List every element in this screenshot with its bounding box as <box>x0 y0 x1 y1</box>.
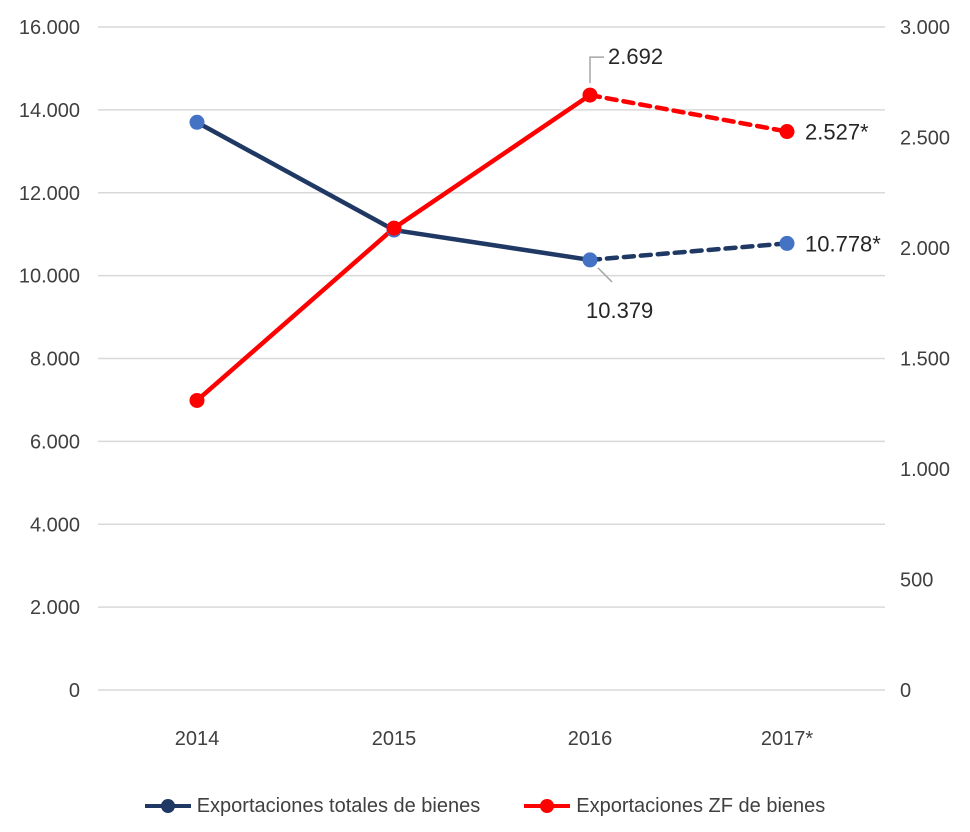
right-tick-label: 0 <box>900 680 911 702</box>
left-tick-label: 14.000 <box>19 100 80 122</box>
leader-line <box>597 267 613 283</box>
gridlines <box>98 26 885 691</box>
line-chart: 0 2.000 4.000 6.000 8.000 10.000 12.000 14.000 1… <box>19 17 950 750</box>
legend-item-series-0: Exportaciones totales de bienes <box>144 794 481 818</box>
left-tick-label: 2.000 <box>30 597 80 619</box>
legend-swatch-series-0 <box>144 798 191 814</box>
data-labels: 2.692 2.527* 10.379 10.778* <box>586 44 881 323</box>
x-tick-label: 2016 <box>568 728 613 750</box>
legend-label-series-1: Exportaciones ZF de bienes <box>576 794 826 817</box>
data-label: 10.778* <box>805 231 881 256</box>
data-label: 10.379 <box>586 298 653 323</box>
series-points <box>189 87 795 408</box>
left-tick-label: 12.000 <box>19 183 80 205</box>
x-axis-ticks: 2014 2015 2016 2017* <box>175 728 814 750</box>
legend-swatch-series-1 <box>524 798 571 814</box>
right-tick-label: 2.500 <box>900 128 950 150</box>
data-label: 2.692 <box>608 44 663 69</box>
series-0-point <box>189 114 205 130</box>
series-1-point <box>386 220 402 236</box>
x-tick-label: 2014 <box>175 728 220 750</box>
series-0-segment <box>587 241 790 263</box>
series-0-segment <box>391 227 593 263</box>
series-1-point <box>582 87 598 103</box>
legend: Exportaciones totales de bienes Exportac… <box>0 786 970 826</box>
right-tick-label: 1.000 <box>900 459 950 481</box>
left-tick-label: 4.000 <box>30 514 80 536</box>
right-tick-label: 1.500 <box>900 349 950 371</box>
data-label: 2.527* <box>805 120 869 145</box>
series-lines <box>194 92 790 403</box>
series-1-segment <box>587 92 790 134</box>
left-tick-label: 8.000 <box>30 349 80 371</box>
legend-item-series-1: Exportaciones ZF de bienes <box>524 795 825 818</box>
series-1-segment <box>391 92 593 231</box>
left-axis-ticks: 0 2.000 4.000 6.000 8.000 10.000 12.000 14.000 1… <box>19 17 80 702</box>
x-tick-label: 2015 <box>372 728 417 750</box>
left-tick-label: 16.000 <box>19 17 80 39</box>
right-tick-label: 500 <box>900 570 933 592</box>
left-tick-label: 6.000 <box>30 431 80 453</box>
series-1-segment <box>194 225 397 403</box>
series-0-point <box>582 252 598 268</box>
right-tick-label: 2.000 <box>900 238 950 260</box>
series-1-point <box>779 124 795 140</box>
series-0-point <box>779 235 795 251</box>
leader-line <box>589 56 604 84</box>
left-tick-label: 0 <box>69 680 80 702</box>
series-1-point <box>189 392 205 408</box>
x-tick-label: 2017* <box>761 728 813 750</box>
right-tick-label: 3.000 <box>900 17 950 39</box>
legend-label-series-0: Exportaciones totales de bienes <box>196 794 481 817</box>
right-axis-ticks: 0 500 1.000 1.500 2.000 2.500 3.000 <box>900 17 950 702</box>
series-0-segment <box>194 120 397 233</box>
left-tick-label: 10.000 <box>19 266 80 288</box>
